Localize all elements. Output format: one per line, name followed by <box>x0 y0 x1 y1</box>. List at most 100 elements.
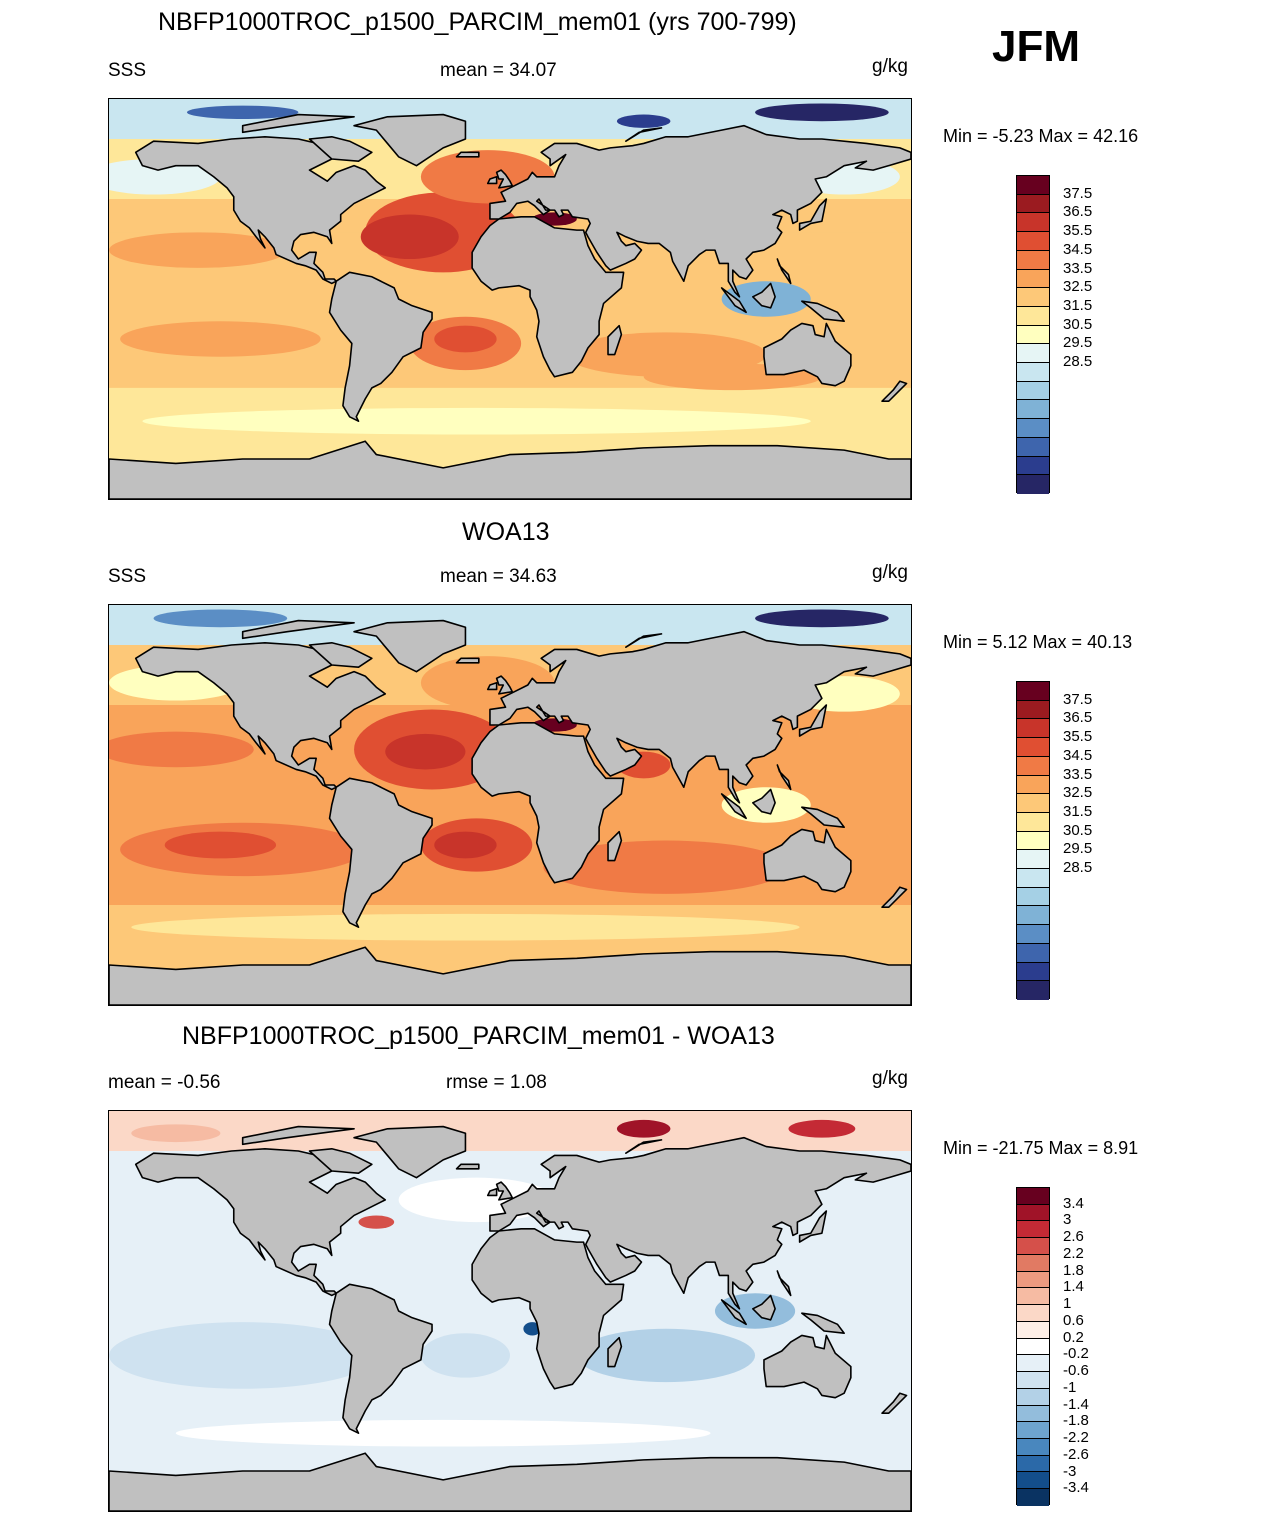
panel1-landmass <box>353 113 467 167</box>
panel1-landmass <box>776 258 792 285</box>
colorbar-label: 28.5 <box>1063 353 1093 371</box>
colorbar-swatch <box>1017 812 1049 832</box>
panel3-minmax: Min = -21.75 Max = 8.91 <box>943 1138 1139 1158</box>
panel1-landmass <box>801 300 845 323</box>
panel2-landmass <box>486 681 498 691</box>
panel1-landmass <box>495 169 514 189</box>
colorbar-swatch <box>1017 419 1049 438</box>
panel1-units: g/kg <box>872 56 908 77</box>
colorbar-label: 29.5 <box>1063 334 1093 352</box>
colorbar-swatch <box>1017 1388 1049 1406</box>
colorbar-swatch <box>1017 325 1049 345</box>
colorbar-label: 36.5 <box>1063 203 1093 221</box>
panel3-field <box>109 1111 911 1511</box>
panel2-units: g/kg <box>872 562 908 583</box>
colorbar-swatch <box>1017 794 1049 813</box>
colorbar-swatch <box>1017 1439 1049 1456</box>
colorbar-label: 30.5 <box>1063 821 1093 839</box>
colorbar-label: 31.5 <box>1063 296 1093 314</box>
colorbar-swatch <box>1017 869 1049 888</box>
colorbar-swatch <box>1017 1238 1049 1255</box>
panel1-landmass <box>763 322 852 387</box>
colorbar-swatch <box>1017 1405 1049 1423</box>
colorbar-swatch <box>1017 1489 1049 1506</box>
colorbar-swatch <box>1017 306 1049 326</box>
panel3-landmass <box>486 1187 498 1197</box>
panel2-map <box>108 604 912 1006</box>
panel1-landmass <box>489 124 911 298</box>
colorbar-swatch <box>1017 1321 1049 1339</box>
panel1-map <box>108 98 912 500</box>
panel3-landmass <box>471 1227 625 1390</box>
colorbar-swatch <box>1017 1355 1049 1373</box>
panel1-landmass <box>455 151 480 158</box>
colorbar-label: 0.6 <box>1063 1311 1084 1329</box>
panel1-field <box>109 99 911 499</box>
panel2-minmax: Min = 5.12 Max = 40.13 <box>943 632 1133 652</box>
panel2-variable: SSS <box>108 566 147 587</box>
panel2-landmass <box>798 704 828 737</box>
colorbar-swatch <box>1017 682 1049 701</box>
colorbar-swatch <box>1017 738 1049 757</box>
colorbar-swatch <box>1017 756 1049 776</box>
colorbar-label: 3.4 <box>1063 1194 1084 1212</box>
colorbar-label: 31.5 <box>1063 802 1093 820</box>
panel3-map <box>108 1110 912 1512</box>
panel3-title: NBFP1000TROC_p1500_PARCIM_mem01 - WOA13 <box>182 1022 775 1050</box>
colorbar-label: 35.5 <box>1063 222 1093 240</box>
colorbar-swatch <box>1017 213 1049 233</box>
panel2-colorbar <box>1016 681 1050 1000</box>
panel3-landmass <box>720 1299 747 1326</box>
colorbar-swatch <box>1017 1472 1049 1490</box>
colorbar-label: 28.5 <box>1063 859 1093 877</box>
colorbar-label: 37.5 <box>1063 690 1093 708</box>
panel2-landmass <box>881 886 908 909</box>
panel2-field <box>109 605 911 1005</box>
colorbar-swatch <box>1017 250 1049 270</box>
panel2-landmass <box>455 657 480 664</box>
colorbar-label: 1.4 <box>1063 1278 1084 1296</box>
colorbar-swatch <box>1017 400 1049 420</box>
panel1-landmass <box>798 198 828 231</box>
panel2-landmass <box>308 641 373 669</box>
colorbar-label: -2.2 <box>1063 1429 1089 1447</box>
panel2-landmass <box>353 619 467 673</box>
colorbar-swatch <box>1017 269 1049 289</box>
colorbar-label: 37.5 <box>1063 184 1093 202</box>
colorbar-swatch <box>1017 363 1049 382</box>
colorbar-label: 0.2 <box>1063 1328 1084 1346</box>
panel1-landmass <box>109 440 911 499</box>
panel2-landmass <box>328 777 433 929</box>
panel2-landmass <box>625 633 663 649</box>
colorbar-swatch <box>1017 719 1049 739</box>
panel1-minmax: Min = -5.23 Max = 42.16 <box>943 126 1139 146</box>
colorbar-swatch <box>1017 906 1049 926</box>
colorbar-swatch <box>1017 232 1049 251</box>
colorbar-swatch <box>1017 1221 1049 1239</box>
panel3-landmass <box>607 1336 623 1368</box>
panel2-landmass <box>495 675 514 695</box>
panel1-landmass <box>471 215 625 378</box>
season-label: JFM <box>992 22 1080 71</box>
panel2-title: WOA13 <box>462 518 550 546</box>
colorbar-label: -0.6 <box>1063 1362 1089 1380</box>
panel3-landmass <box>625 1139 663 1155</box>
panel2-landmass <box>241 619 355 640</box>
panel2-landmass <box>109 946 911 1005</box>
colorbar-label: 3 <box>1063 1211 1072 1229</box>
colorbar-label: 36.5 <box>1063 709 1093 727</box>
panel1-landmass <box>328 271 433 423</box>
panel1-landmass <box>881 380 908 403</box>
colorbar-label: 29.5 <box>1063 840 1093 858</box>
colorbar-swatch <box>1017 176 1049 195</box>
colorbar-swatch <box>1017 887 1049 907</box>
panel1-colorbar <box>1016 175 1050 494</box>
panel3-landmass <box>353 1125 467 1179</box>
panel3-rmse: rmse = 1.08 <box>446 1072 547 1093</box>
colorbar-label: 32.5 <box>1063 278 1093 296</box>
colorbar-label: -3 <box>1063 1462 1077 1480</box>
panel3-landmass <box>328 1283 433 1435</box>
colorbar-swatch <box>1017 1422 1049 1440</box>
colorbar-swatch <box>1017 437 1049 457</box>
colorbar-swatch <box>1017 831 1049 851</box>
